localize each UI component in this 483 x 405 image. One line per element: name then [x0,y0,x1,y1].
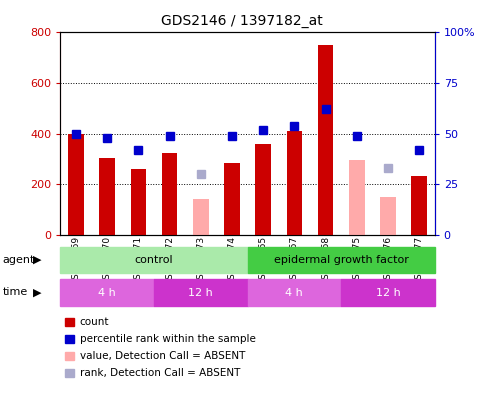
Bar [341,279,435,306]
Text: control: control [135,255,173,265]
Bar [349,160,365,235]
Text: 12 h: 12 h [188,288,213,298]
Bar [248,247,435,273]
Bar [99,158,115,235]
Text: 4 h: 4 h [99,288,116,298]
Text: ▶: ▶ [33,288,42,297]
Text: ▶: ▶ [33,255,42,265]
Text: percentile rank within the sample: percentile rank within the sample [80,334,256,344]
Text: GDS2146 / 1397182_at: GDS2146 / 1397182_at [161,14,322,28]
Text: rank, Detection Call = ABSENT: rank, Detection Call = ABSENT [80,368,240,378]
Bar [380,198,396,235]
Bar [60,247,248,273]
Text: time: time [2,288,28,297]
Bar [412,176,427,235]
Bar [60,279,154,306]
Text: count: count [80,317,109,327]
Text: value, Detection Call = ABSENT: value, Detection Call = ABSENT [80,351,245,361]
Bar [68,134,84,235]
Text: agent: agent [2,255,35,265]
Text: epidermal growth factor: epidermal growth factor [274,255,409,265]
Text: 12 h: 12 h [376,288,400,298]
Bar [224,163,240,235]
Bar [130,168,146,235]
Bar [286,131,302,235]
Bar [318,45,333,235]
Bar [162,153,177,235]
Text: 4 h: 4 h [285,288,303,298]
Bar [193,200,209,235]
Bar [154,279,248,306]
Bar [256,144,271,235]
Bar [248,279,341,306]
